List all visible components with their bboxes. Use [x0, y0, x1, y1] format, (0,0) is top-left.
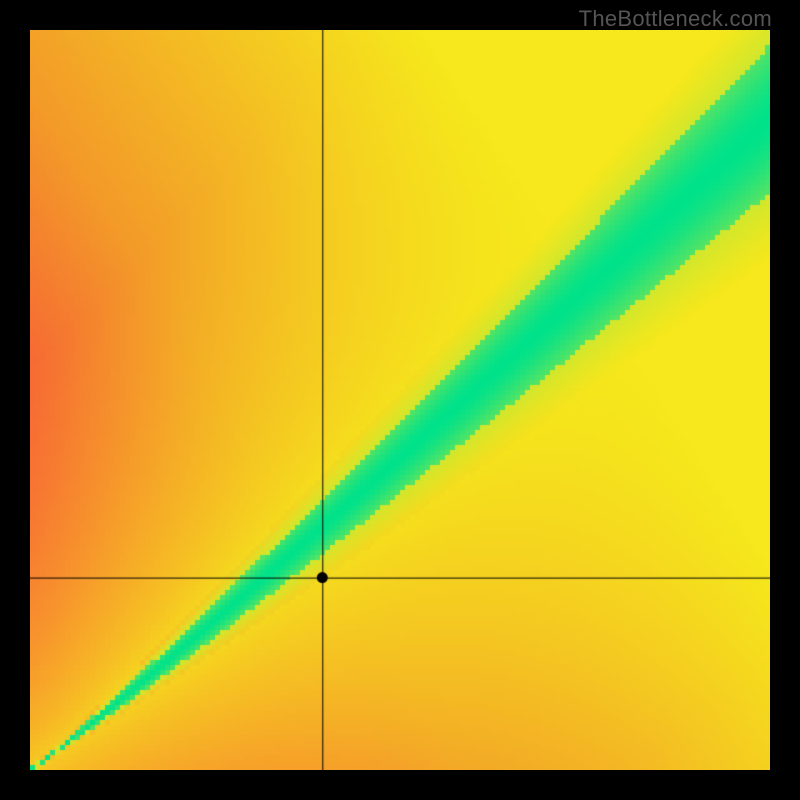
heatmap-canvas [30, 30, 770, 770]
watermark-text: TheBottleneck.com [579, 6, 772, 32]
heatmap-plot [30, 30, 770, 770]
